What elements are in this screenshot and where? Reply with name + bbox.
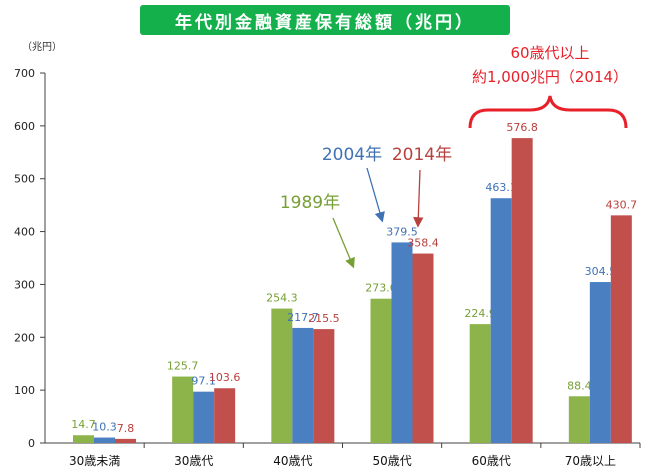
data-label: 125.7 [167,360,199,373]
bar-2004年-40歳代 [292,327,314,443]
callout-line1: 60歳代以上 [510,44,589,62]
data-label: 14.7 [71,418,96,431]
x-tick-label: 30歳未満 [69,454,120,468]
bar-2014年-40歳代 [313,329,335,443]
data-label: 576.8 [506,121,538,134]
y-tick-label: 600 [14,120,35,133]
y-tick-label: 300 [14,278,35,291]
bar-2004年-50歳代 [391,242,413,443]
y-tick-label: 700 [14,67,35,80]
x-tick-label: 70歳以上 [565,454,616,468]
y-axis-unit-label: （兆円） [22,41,62,53]
bar-1989年-70歳以上 [568,396,590,443]
bar-1989年-30歳代 [172,376,194,443]
data-label: 217.7 [287,311,319,324]
data-label: 463.1 [485,181,517,194]
bar-1989年-50歳代 [370,298,392,443]
bar-2004年-60歳代 [490,198,512,443]
series-annotation-arrow [332,217,355,269]
callout-bracket [468,95,628,129]
y-tick-label: 200 [14,331,35,344]
bar-1989年-30歳未満 [73,435,94,443]
bar-1989年-60歳代 [469,324,491,443]
y-tick-label: 0 [28,437,35,450]
data-label: 88.4 [567,379,592,392]
data-label: 7.8 [117,422,135,435]
y-tick-label: 100 [14,384,35,397]
x-tick-label: 50歳代 [372,454,411,468]
x-tick-label: 30歳代 [174,454,213,468]
bar-1989年-40歳代 [271,308,293,443]
data-label: 10.3 [92,421,117,434]
bar-2014年-50歳代 [412,253,434,443]
bar-2014年-30歳未満 [115,438,136,443]
series-annotation: 1989年 [280,193,340,213]
data-label: 358.4 [407,237,439,250]
chart-title: 年代別金融資産保有総額（兆円） [175,12,475,33]
y-tick-label: 400 [14,226,35,239]
series-annotation-arrow [413,169,424,228]
bar-2004年-30歳未満 [94,437,115,443]
series-annotation: 2014年 [392,145,452,165]
chart-title-bar: 年代別金融資産保有総額（兆円） [140,5,510,35]
bar-2014年-60歳代 [511,138,533,443]
x-tick-label: 40歳代 [273,454,312,468]
data-label: 379.5 [386,225,418,238]
x-tick-label: 60歳代 [472,454,511,468]
bar-2004年-70歳以上 [589,282,611,443]
series-annotation-arrow [366,167,385,223]
data-label: 103.6 [209,371,241,384]
data-label: 215.5 [308,312,340,325]
bar-2014年-70歳以上 [610,215,632,443]
data-label: 273.0 [365,282,397,295]
y-tick-label: 500 [14,173,35,186]
data-label: 430.7 [606,198,638,211]
callout-line2: 約1,000兆円（2014） [472,68,628,86]
data-label: 304.5 [585,265,617,278]
data-label: 254.3 [266,292,298,305]
data-label: 97.1 [191,375,216,388]
series-annotation: 2004年 [322,145,382,165]
data-label: 224.9 [464,307,496,320]
bar-2004年-30歳代 [193,391,215,443]
bar-2014年-30歳代 [214,388,236,443]
